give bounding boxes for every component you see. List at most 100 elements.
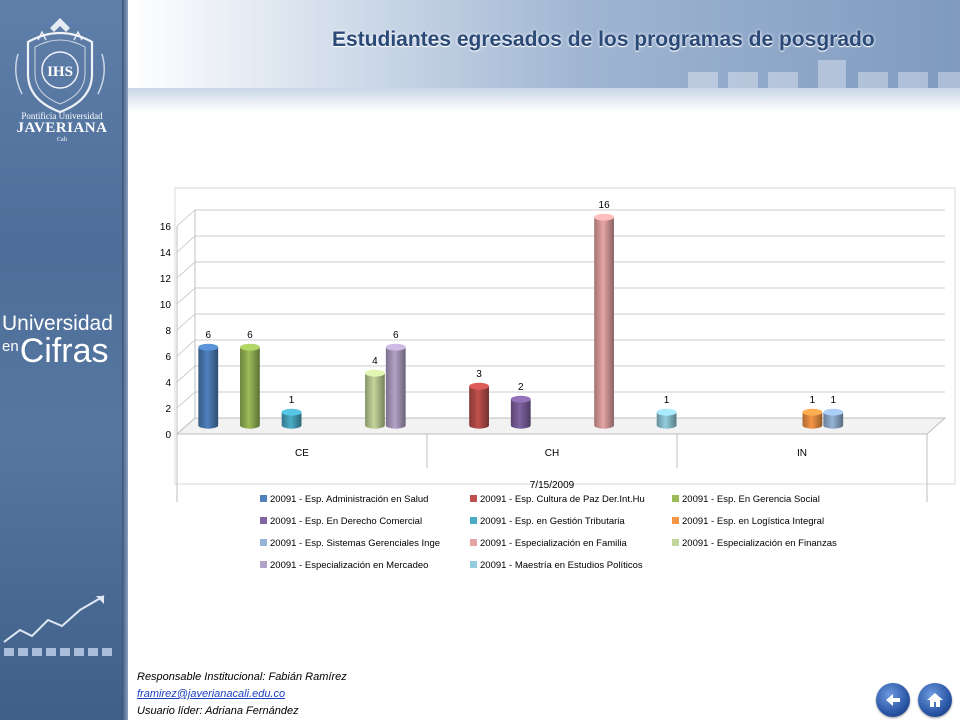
legend-item: 20091 - Esp. En Derecho Comercial — [260, 516, 422, 527]
category-label: CE — [295, 448, 309, 459]
legend-swatch — [470, 495, 477, 502]
gridline — [176, 209, 945, 227]
legend-swatch — [470, 539, 477, 546]
bar-chart: 0 2 4 6 8 10 12 14 16 6 3 6 2 1 1 1 16 4 6 1 CE CH IN 7/15/2… — [160, 187, 956, 571]
bar — [281, 408, 302, 429]
legend-item: 20091 - Esp. en Gestión Tributaria — [470, 516, 625, 527]
header-fade — [128, 88, 960, 112]
legend-label: 20091 - Especialización en Familia — [480, 538, 628, 549]
category-label: CH — [545, 448, 559, 459]
y-tick-label: 0 — [165, 430, 171, 441]
universidad-en-cifras-logo: Universidad enCifras — [0, 312, 122, 371]
legend-item: 20091 - Especialización en Mercadeo — [260, 560, 428, 571]
legend-swatch — [672, 495, 679, 502]
data-label: 1 — [810, 395, 816, 406]
y-tick-label: 12 — [160, 274, 171, 285]
bar — [802, 408, 823, 429]
svg-text:IHS: IHS — [47, 64, 73, 80]
gridline — [176, 235, 945, 253]
legend-label: 20091 - Esp. en Gestión Tributaria — [480, 516, 625, 527]
legend-item: 20091 - Esp. Sistemas Gerenciales Inge — [260, 538, 440, 549]
chart-border — [174, 187, 956, 485]
legend-label: 20091 - Especialización en Finanzas — [682, 538, 837, 549]
legend-swatch — [470, 517, 477, 524]
responsible-text: Responsable Institucional: Fabián Ramíre… — [137, 671, 347, 683]
bar — [469, 382, 489, 429]
tagline-line-1: Universidad — [2, 312, 113, 335]
x-axis-label: 7/15/2009 — [530, 480, 575, 491]
gridline — [176, 417, 945, 435]
data-label: 3 — [476, 369, 482, 380]
gridline — [176, 365, 945, 383]
university-crest-logo: IHS — [8, 14, 112, 154]
legend-label: 20091 - Maestría en Estudios Políticos — [480, 560, 643, 571]
legend-item: 20091 - Esp. en Logística Integral — [672, 516, 824, 527]
legend-label: 20091 - Especialización en Mercadeo — [270, 560, 428, 571]
y-tick-label: 4 — [165, 378, 171, 389]
data-label: 1 — [289, 395, 295, 406]
gridline — [176, 287, 945, 305]
legend-label: 20091 - Esp. Administración en Salud — [270, 494, 428, 505]
legend-swatch — [470, 561, 477, 568]
footer-credits: Responsable Institucional: Fabián Ramíre… — [137, 669, 347, 720]
legend-label: 20091 - Esp. En Gerencia Social — [682, 494, 820, 505]
data-label: 16 — [599, 200, 611, 211]
bar — [198, 343, 219, 429]
home-button[interactable] — [918, 683, 952, 717]
bar — [594, 213, 614, 429]
data-label: 2 — [518, 382, 524, 393]
data-label: 6 — [247, 330, 253, 341]
legend-swatch — [260, 517, 267, 524]
email-link[interactable]: framirez@javerianacali.edu.co — [137, 688, 286, 700]
bar — [510, 395, 531, 429]
legend-swatch — [260, 561, 267, 568]
bar — [823, 408, 844, 429]
brand-city-text: Cali — [57, 137, 67, 144]
home-icon — [927, 693, 943, 707]
legend-item: 20091 - Especialización en Familia — [470, 538, 628, 549]
data-label: 1 — [830, 395, 836, 406]
y-tick-label: 14 — [160, 248, 171, 259]
brand-small-text: Pontificia Universidad — [21, 111, 103, 121]
category-label: IN — [797, 448, 807, 459]
legend-label: 20091 - Esp. Cultura de Paz Der.Int.Hu — [480, 494, 645, 505]
gridline — [176, 339, 945, 357]
legend-swatch — [672, 539, 679, 546]
data-label: 4 — [372, 356, 378, 367]
header-banner — [128, 0, 960, 92]
bar — [365, 369, 385, 429]
data-label: 1 — [664, 395, 670, 406]
gridline — [176, 313, 945, 331]
bar — [656, 408, 677, 429]
growth-arrow-icon — [3, 595, 112, 656]
data-label: 6 — [205, 330, 211, 341]
legend-swatch — [260, 495, 267, 502]
university-wordmark: Pontificia Universidad JAVERIANA Cali — [6, 111, 118, 144]
legend-label: 20091 - Esp. en Logística Integral — [682, 516, 824, 527]
bar — [385, 343, 406, 429]
back-button[interactable] — [876, 683, 910, 717]
arrow-left-icon — [886, 694, 900, 706]
sidebar: IHS Pontificia Universidad JAVERIANA Cal… — [0, 0, 122, 720]
sidebar-edge — [122, 0, 128, 720]
legend-item: 20091 - Esp. En Gerencia Social — [672, 494, 820, 505]
bar — [240, 343, 260, 429]
gridline — [176, 261, 945, 279]
page-title: Estudiantes egresados de los programas d… — [332, 28, 875, 51]
tagline-en: en — [2, 338, 19, 355]
y-tick-label: 2 — [165, 404, 171, 415]
legend-label: 20091 - Esp. Sistemas Gerenciales Inge — [270, 538, 440, 549]
legend-item: 20091 - Maestría en Estudios Políticos — [470, 560, 643, 571]
data-label: 6 — [393, 330, 399, 341]
legend-item: 20091 - Esp. Cultura de Paz Der.Int.Hu — [470, 494, 645, 505]
gridline — [176, 391, 945, 409]
y-tick-label: 6 — [165, 352, 171, 363]
legend-item: 20091 - Especialización en Finanzas — [672, 538, 837, 549]
brand-big-text: JAVERIANA — [16, 120, 108, 137]
tagline-line-2: Cifras — [19, 332, 109, 370]
y-tick-label: 10 — [160, 300, 171, 311]
legend-label: 20091 - Esp. En Derecho Comercial — [270, 516, 422, 527]
y-tick-label: 8 — [165, 326, 171, 337]
legend-swatch — [672, 517, 679, 524]
legend-swatch — [260, 539, 267, 546]
